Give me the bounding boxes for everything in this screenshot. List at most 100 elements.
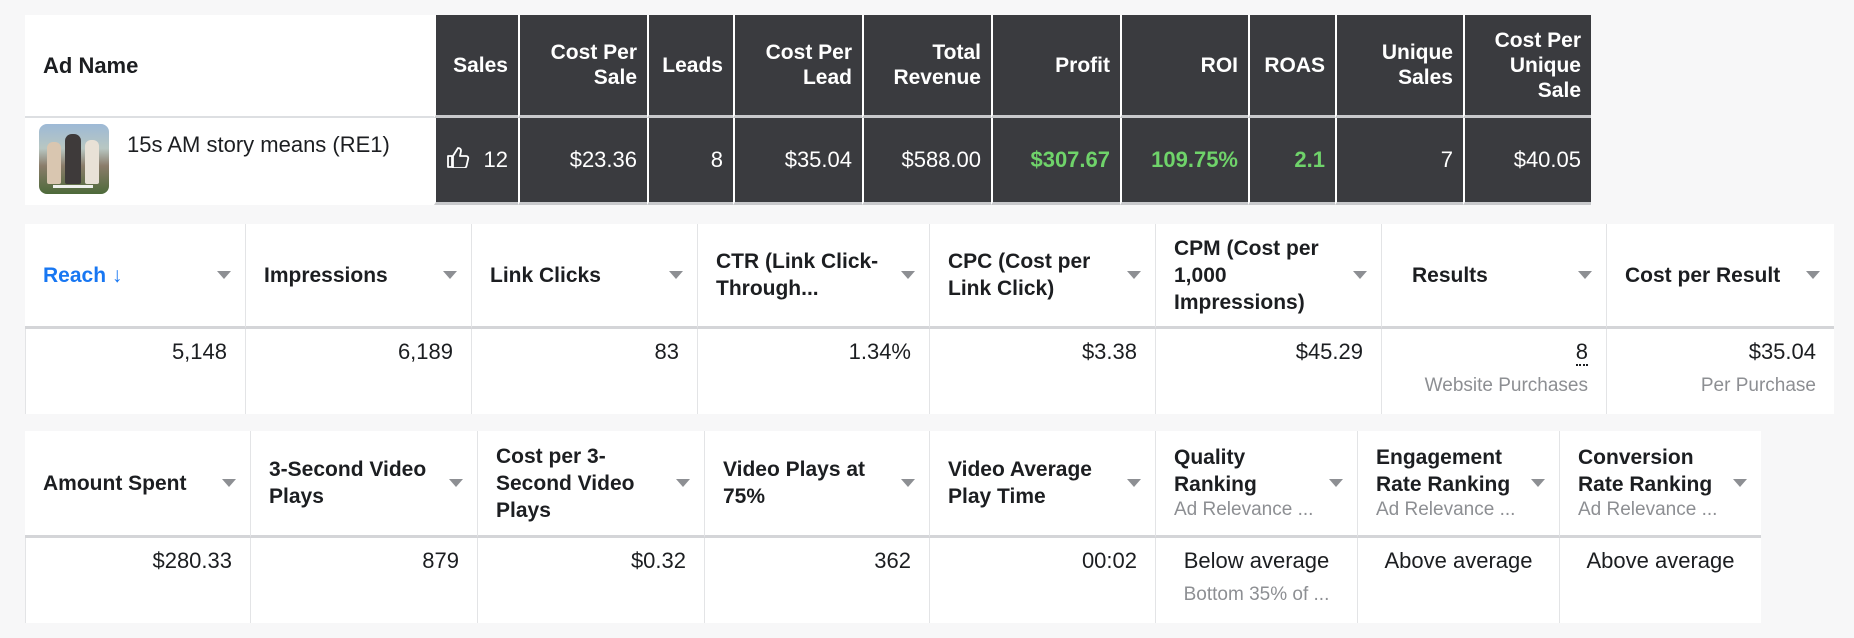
cell-cost-per-3-second: $0.32 [477,538,704,623]
results-type-label: Website Purchases [1424,375,1588,396]
header-cost-per-unique-sale[interactable]: Cost Per Unique Sale [1463,15,1591,118]
cell-conversion-ranking: Above average [1559,538,1761,623]
header-cost-per-lead[interactable]: Cost Per Lead [733,15,862,118]
engagement-ranking-label: Engagement Rate Ranking [1376,446,1511,496]
header-sales[interactable]: Sales [434,15,518,118]
cell-profit: $307.67 [991,118,1120,205]
header-roas[interactable]: ROAS [1248,15,1335,118]
column-header-amount-spent[interactable]: Amount Spent [25,431,250,538]
cell-amount-spent: $280.33 [25,538,250,623]
chevron-down-icon[interactable] [1329,479,1343,487]
chevron-down-icon[interactable] [1127,479,1141,487]
cost-per-result-label: Cost per Result [1625,263,1781,287]
conversion-ranking-label: Conversion Rate Ranking [1578,446,1713,496]
column-header-conversion-ranking[interactable]: Conversion Rate Ranking Ad Relevance ... [1559,431,1761,538]
cell-ctr: 1.34% [697,329,929,414]
column-header-quality-ranking[interactable]: Quality Ranking Ad Relevance ... [1155,431,1357,538]
ctr-label: CTR (Link Click-Through... [716,250,879,300]
header-leads[interactable]: Leads [647,15,733,118]
cost-per-3-second-label: Cost per 3-Second Video Plays [496,444,635,522]
column-header-avg-play-time[interactable]: Video Average Play Time [929,431,1155,538]
cell-cost-per-unique-sale: $40.05 [1463,118,1591,205]
sales-value: 12 [483,147,508,172]
quality-ranking-label: Quality Ranking [1174,446,1257,496]
chevron-down-icon[interactable] [1353,271,1367,279]
column-header-impressions[interactable]: Impressions [245,224,471,329]
results-label: Results [1412,263,1488,287]
cpc-label: CPC (Cost per Link Click) [948,250,1091,300]
cost-per-result-value: $35.04 [1748,339,1816,364]
cell-total-revenue: $588.00 [862,118,991,205]
cell-cpc: $3.38 [929,329,1155,414]
header-total-revenue[interactable]: Total Revenue [862,15,991,118]
cell-cost-per-result: $35.04 Per Purchase [1606,329,1834,414]
ad-performance-table: Ad Name Sales Cost Per Sale Leads Cost P… [25,15,1591,205]
link-clicks-label: Link Clicks [490,263,601,287]
cell-reach: 5,148 [25,329,245,414]
chevron-down-icon[interactable] [449,479,463,487]
header-profit[interactable]: Profit [991,15,1120,118]
ad-name-cell[interactable]: 15s AM story means (RE1) [25,118,434,205]
avg-play-time-label: Video Average Play Time [948,458,1092,508]
cell-quality-ranking: Below average Bottom 35% of ... [1155,538,1357,623]
chevron-down-icon[interactable] [669,271,683,279]
cell-unique-sales: 7 [1335,118,1463,205]
cell-leads: 8 [647,118,733,205]
cell-results: 8 Website Purchases [1381,329,1606,414]
column-header-engagement-ranking[interactable]: Engagement Rate Ranking Ad Relevance ... [1357,431,1559,538]
column-header-reach[interactable]: Reach ↓ [25,224,245,329]
column-header-cpc[interactable]: CPC (Cost per Link Click) [929,224,1155,329]
amount-spent-label: Amount Spent [43,471,187,495]
cost-per-result-type-label: Per Purchase [1700,375,1816,396]
cpm-label: CPM (Cost per 1,000 Impressions) [1174,236,1319,314]
cell-cost-per-lead: $35.04 [733,118,862,205]
column-header-cost-per-3-second[interactable]: Cost per 3-Second Video Plays [477,431,704,538]
cell-roi: 109.75% [1120,118,1248,205]
column-header-ctr[interactable]: CTR (Link Click-Through... [697,224,929,329]
chevron-down-icon[interactable] [1578,271,1592,279]
cell-link-clicks: 83 [471,329,697,414]
cell-avg-play-time: 00:02 [929,538,1155,623]
video-plays-75-label: Video Plays at 75% [723,458,866,508]
column-header-results[interactable]: Results [1381,224,1606,329]
ad-thumbnail[interactable] [39,124,109,194]
quality-ranking-sublabel: Ad Relevance ... [1174,499,1314,520]
results-value[interactable]: 8 [1575,339,1588,366]
column-header-video-plays-75[interactable]: Video Plays at 75% [704,431,929,538]
chevron-down-icon[interactable] [1531,479,1545,487]
video-ranking-table: Amount Spent 3-Second Video Plays Cost p… [25,431,1761,623]
thumbs-up-icon [446,146,470,174]
ad-name[interactable]: 15s AM story means (RE1) [127,132,390,157]
reach-label: Reach [43,263,107,287]
chevron-down-icon[interactable] [901,479,915,487]
column-header-cpm[interactable]: CPM (Cost per 1,000 Impressions) [1155,224,1381,329]
chevron-down-icon[interactable] [222,479,236,487]
chevron-down-icon[interactable] [1806,271,1820,279]
sort-down-arrow-icon: ↓ [111,263,123,287]
chevron-down-icon[interactable] [901,271,915,279]
header-unique-sales[interactable]: Unique Sales [1335,15,1463,118]
column-header-link-clicks[interactable]: Link Clicks [471,224,697,329]
chevron-down-icon[interactable] [676,479,690,487]
column-header-3-second-video-plays[interactable]: 3-Second Video Plays [250,431,477,538]
chevron-down-icon[interactable] [443,271,457,279]
3-second-video-plays-label: 3-Second Video Plays [269,458,427,508]
cell-video-plays-75: 362 [704,538,929,623]
header-roi[interactable]: ROI [1120,15,1248,118]
cell-cost-per-sale: $23.36 [518,118,647,205]
cell-3-second-video-plays: 879 [250,538,477,623]
chevron-down-icon[interactable] [1127,271,1141,279]
quality-ranking-detail[interactable]: Bottom 35% of ... [1183,584,1330,605]
chevron-down-icon[interactable] [1733,479,1747,487]
engagement-ranking-sublabel: Ad Relevance ... [1376,499,1516,520]
header-ad-name[interactable]: Ad Name [25,15,434,118]
header-cost-per-sale[interactable]: Cost Per Sale [518,15,647,118]
delivery-metrics-table: Reach ↓ Impressions Link Clicks CTR (Lin… [25,224,1834,414]
cell-sales: 12 [434,118,518,205]
column-header-cost-per-result[interactable]: Cost per Result [1606,224,1834,329]
cell-cpm: $45.29 [1155,329,1381,414]
impressions-label: Impressions [264,263,388,287]
chevron-down-icon[interactable] [217,271,231,279]
cell-roas: 2.1 [1248,118,1335,205]
quality-ranking-value: Below average [1183,548,1330,573]
